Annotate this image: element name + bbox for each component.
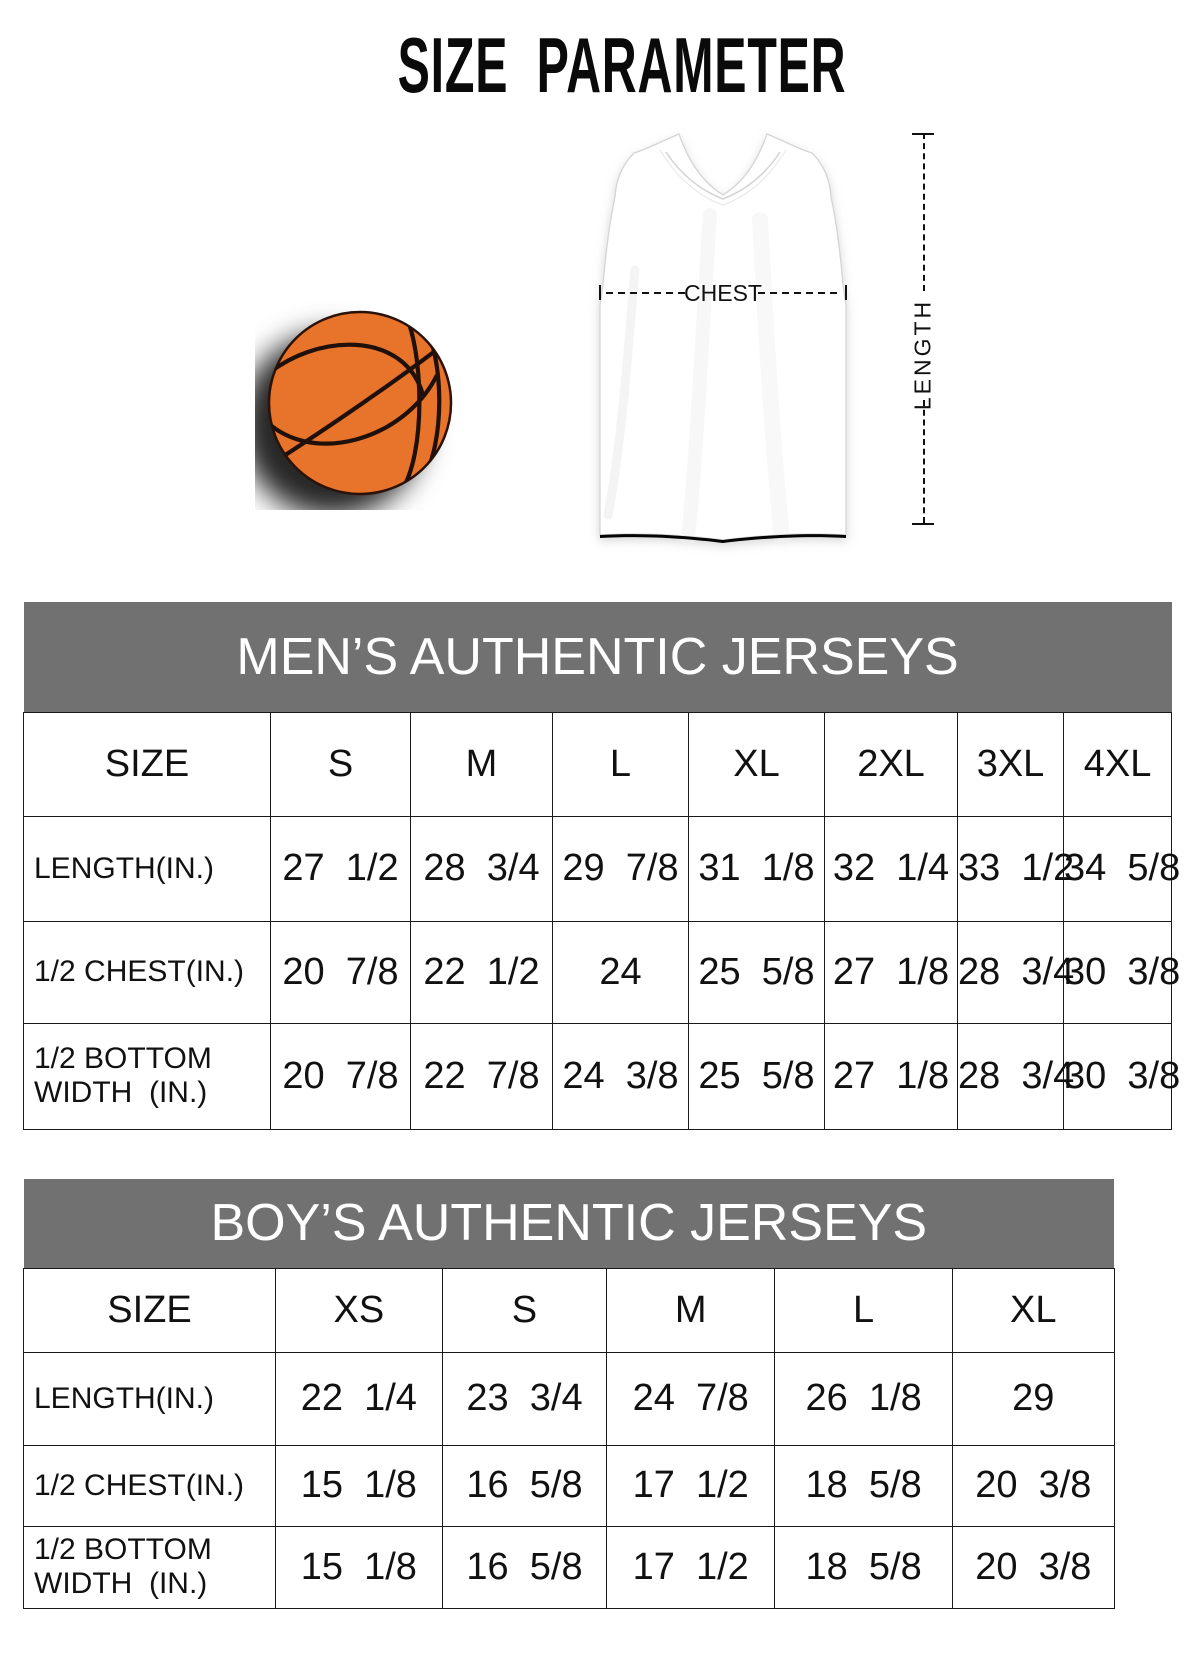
svg-text:CHEST: CHEST (684, 280, 762, 306)
